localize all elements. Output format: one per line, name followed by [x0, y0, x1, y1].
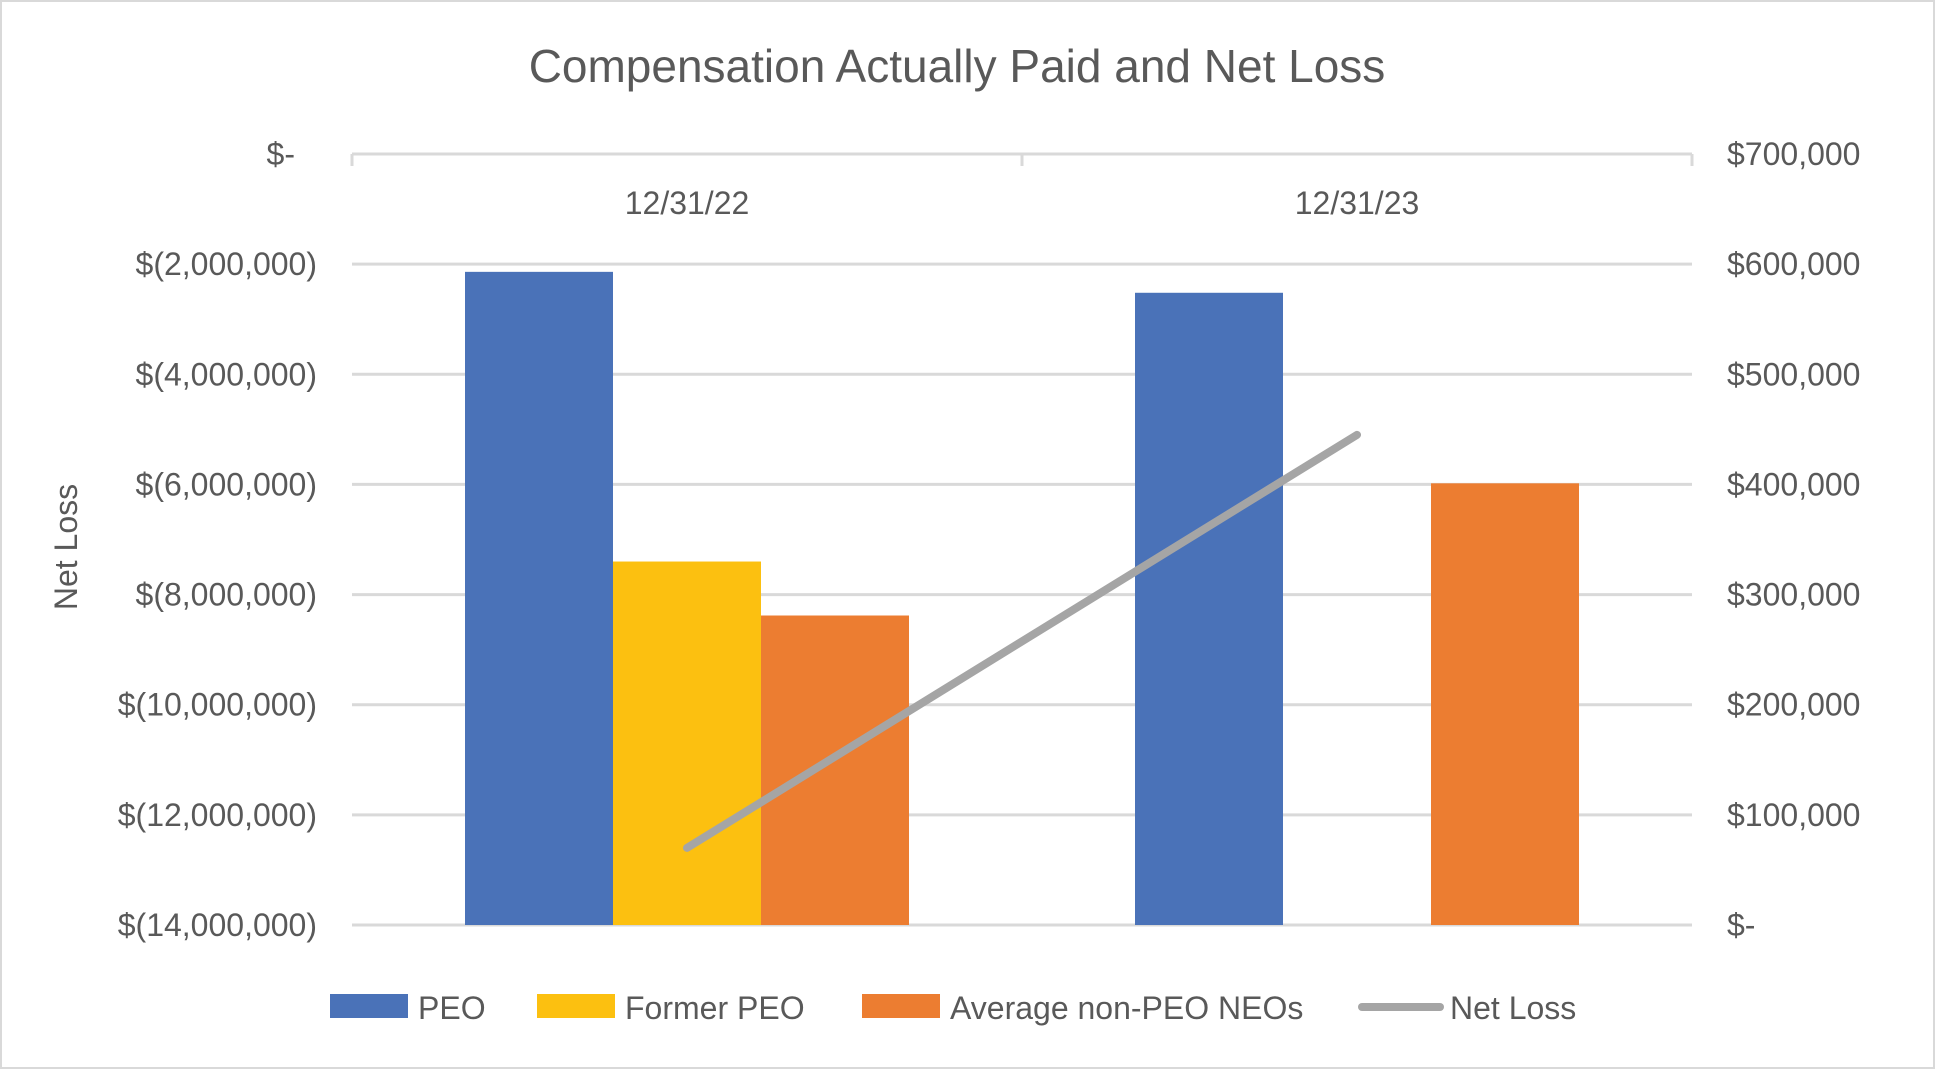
- category-label: 12/31/22: [625, 185, 750, 221]
- left-axis-tick-label: $(8,000,000): [136, 577, 317, 613]
- right-axis-tick-label: $200,000: [1727, 687, 1860, 723]
- left-axis-tick-label: $(10,000,000): [118, 687, 317, 723]
- bar-average-non-peo-neos: [1431, 483, 1579, 925]
- legend-label-peo: PEO: [418, 990, 486, 1026]
- category-label: 12/31/23: [1295, 185, 1420, 221]
- legend-label-net-loss: Net Loss: [1450, 990, 1576, 1026]
- bar-peo: [1135, 292, 1283, 925]
- left-axis-tick-label: $(14,000,000): [118, 907, 317, 943]
- chart-title: Compensation Actually Paid and Net Loss: [529, 40, 1386, 92]
- bar-series: [465, 271, 1579, 925]
- right-axis-tick-label: $300,000: [1727, 577, 1860, 613]
- left-axis-title: Net Loss: [48, 484, 84, 610]
- left-axis-tick-label: $(4,000,000): [136, 356, 317, 392]
- right-axis-tick-label: $500,000: [1727, 356, 1860, 392]
- legend: PEO Former PEO Average non-PEO NEOs Net Los…: [330, 990, 1576, 1026]
- legend-swatch-peo: [330, 994, 408, 1018]
- right-axis-tick-label: $400,000: [1727, 466, 1860, 502]
- legend-swatch-former-peo: [537, 994, 615, 1018]
- bar-former-peo: [613, 561, 761, 925]
- left-axis-tick-label: $-: [267, 136, 295, 172]
- legend-label-former-peo: Former PEO: [625, 990, 805, 1026]
- axes: $700,000 $600,000 $500,000 $400,000 $300,000…: [118, 136, 1861, 943]
- right-axis-tick-label: $600,000: [1727, 246, 1860, 282]
- legend-swatch-average-non-peo-neos: [862, 994, 940, 1018]
- left-axis-tick-label: $(6,000,000): [136, 466, 317, 502]
- right-axis-tick-label: $-: [1727, 907, 1755, 943]
- line-series: [683, 430, 1361, 852]
- right-axis-tick-label: $100,000: [1727, 797, 1860, 833]
- legend-label-average-non-peo-neos: Average non-PEO NEOs: [950, 990, 1303, 1026]
- left-axis-tick-label: $(12,000,000): [118, 797, 317, 833]
- left-axis-tick-label: $(2,000,000): [136, 246, 317, 282]
- bar-average-non-peo-neos: [761, 615, 909, 925]
- bar-peo: [465, 271, 613, 925]
- right-axis-tick-label: $700,000: [1727, 136, 1860, 172]
- line-net-loss: [683, 430, 1361, 852]
